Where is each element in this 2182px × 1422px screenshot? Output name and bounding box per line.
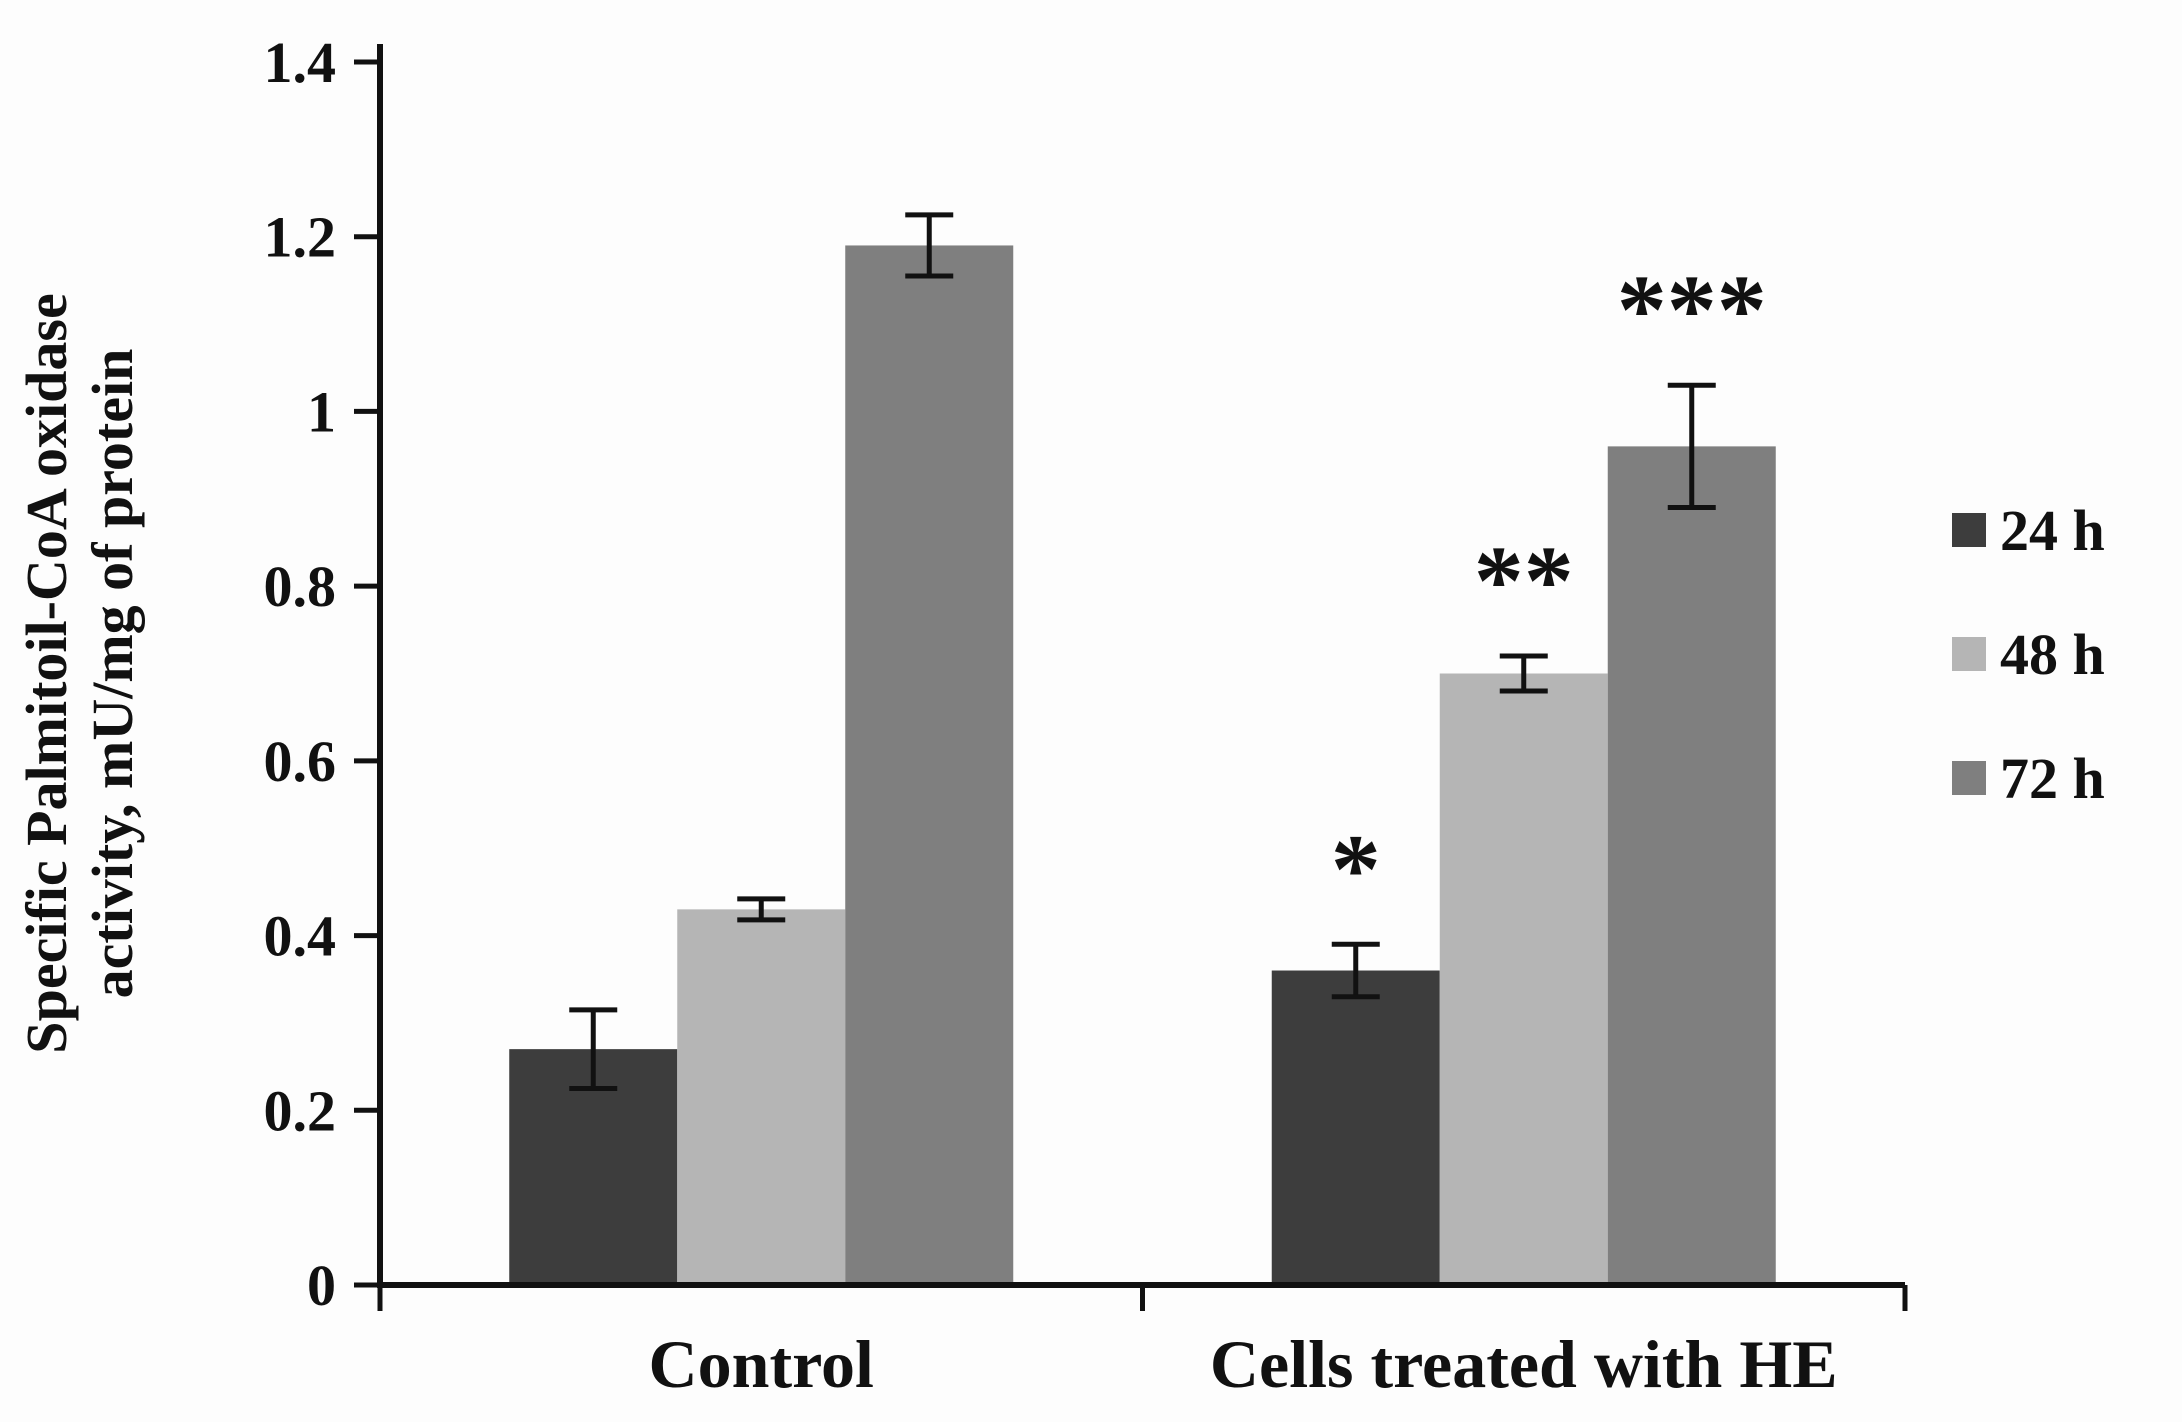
y-tick-label: 0.8: [264, 554, 337, 619]
legend-swatch-48-h: [1952, 637, 1986, 671]
y-tick-label: 0: [307, 1253, 336, 1318]
bar-cells-treated-with-he-24-h: [1271, 970, 1440, 1285]
y-tick-label: 0.4: [264, 904, 337, 969]
error-bar-control-48-h: [737, 896, 786, 923]
legend-swatch-24-h: [1952, 513, 1986, 547]
error-bar-control-24-h: [569, 1007, 618, 1091]
error-bar-control-72-h: [905, 212, 954, 279]
y-tick-label: 1.4: [264, 30, 337, 95]
legend-label-24-h: 24 h: [2000, 498, 2105, 563]
y-tick-label: 1.2: [264, 205, 337, 270]
significance-marker: ***: [1617, 254, 1767, 365]
bar-cells-treated-with-he-72-h: [1607, 446, 1776, 1285]
x-category-label-cells-treated-with-he: Cells treated with HE: [1210, 1326, 1838, 1402]
legend-swatch-72-h: [1952, 761, 1986, 795]
y-tick-label: 0.6: [264, 729, 337, 794]
y-axis-title-line2: activity, mU/mg of protein: [80, 349, 145, 999]
significance-marker: *: [1331, 813, 1381, 924]
error-bar-cells-treated-with-he-48-h: [1499, 653, 1548, 694]
error-bar-cells-treated-with-he-72-h: [1667, 382, 1716, 511]
bar-control-72-h: [845, 245, 1014, 1286]
y-tick-label: 1: [307, 379, 336, 444]
legend-label-48-h: 48 h: [2000, 622, 2105, 687]
significance-marker: **: [1474, 525, 1574, 636]
y-axis-title-line1: Specific Palmitoil-CoA oxidase: [14, 293, 79, 1053]
x-category-label-control: Control: [649, 1326, 874, 1402]
error-bar-cells-treated-with-he-24-h: [1331, 941, 1380, 1000]
legend-label-72-h: 72 h: [2000, 746, 2105, 811]
y-tick-label: 0.2: [264, 1078, 337, 1143]
bar-cells-treated-with-he-48-h: [1439, 673, 1608, 1285]
bar-control-48-h: [677, 909, 846, 1285]
